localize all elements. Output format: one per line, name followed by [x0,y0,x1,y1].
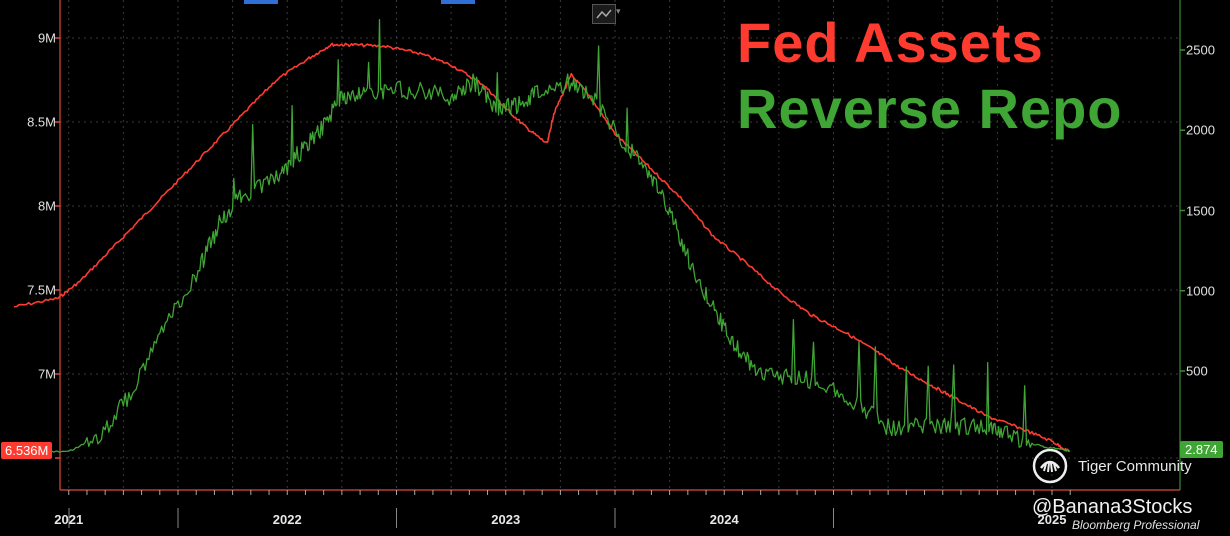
title-fed-assets: Fed Assets [737,11,1044,74]
fed-assets-last-value-badge: 6.536M [1,442,53,459]
y-tick-label-left: 7.5M [27,282,56,298]
y-tick-label-left: 7M [37,366,56,382]
x-tick-label: 2022 [272,512,302,527]
y-tick-label-left: 8M [37,198,56,214]
x-tick-label: 2021 [54,512,84,527]
y-tick-label-left: 9M [37,30,56,46]
reverse-repo-last-value-badge: 2.874 [1180,441,1223,458]
author-handle: @Banana3Stocks [1032,496,1193,518]
y-tick-label-right: 1500 [1186,203,1215,218]
x-tick-label: 2023 [491,512,521,527]
x-tick-label: 2024 [709,512,739,527]
source-label: Bloomberg Professional [1072,518,1200,532]
fed-assets-line [14,42,1071,453]
watermark: Tiger Community [1032,448,1192,484]
top-tab-marker-1[interactable] [244,0,278,4]
title-reverse-repo: Reverse Repo [737,77,1123,140]
y-tick-label-left: 8.5M [27,114,56,130]
x-tick-label: 2025 [1037,512,1067,527]
y-tick-label-right: 2500 [1186,42,1215,58]
tiger-community-logo-icon [1032,448,1068,484]
chart-type-icon[interactable] [592,4,616,24]
reverse-repo-line [14,18,1070,453]
grid-lines [60,0,1180,490]
y-tick-label-right: 1000 [1186,283,1215,299]
y-tick-label-right: 500 [1186,363,1208,379]
y-tick-label-right: 2000 [1186,122,1215,138]
top-tab-marker-2[interactable] [441,0,475,4]
series-lines [14,18,1071,453]
chevron-down-icon[interactable]: ▾ [616,6,621,16]
watermark-text: Tiger Community [1078,457,1192,475]
chart-axes [55,0,1185,528]
